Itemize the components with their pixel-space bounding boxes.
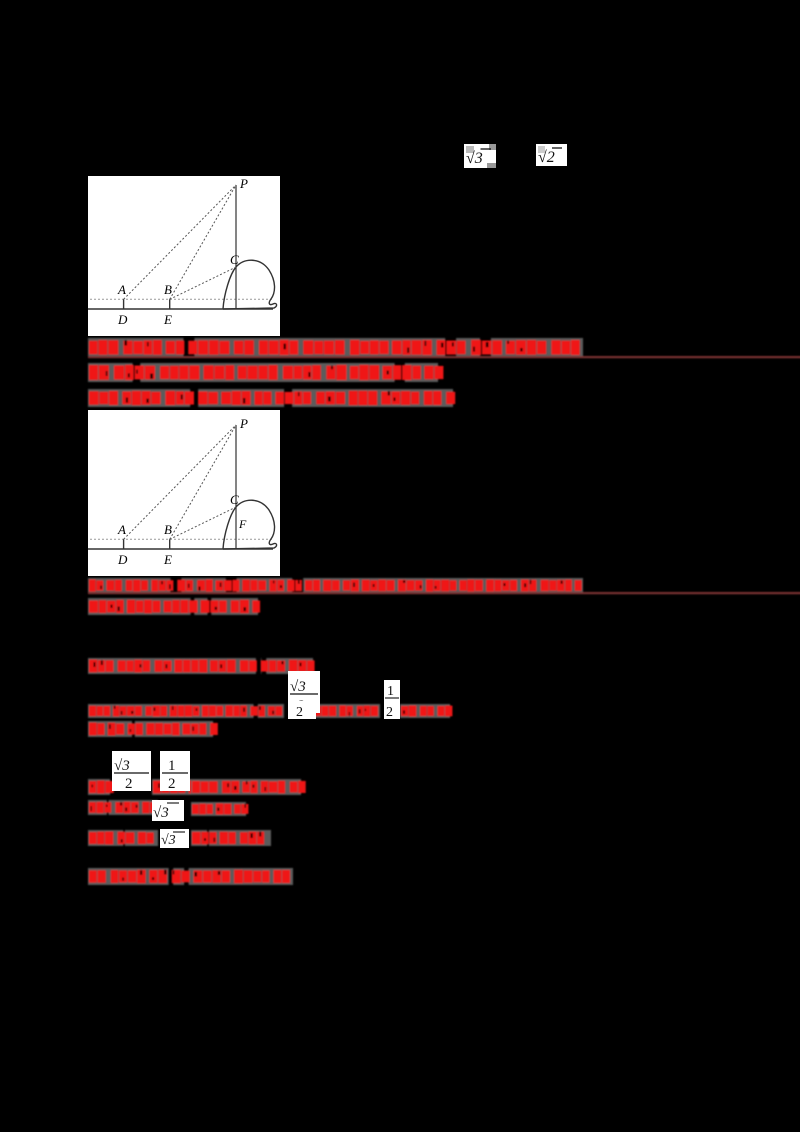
svg-text:2: 2 xyxy=(296,705,303,719)
svg-text:2: 2 xyxy=(168,776,176,791)
svg-text:P: P xyxy=(239,176,248,191)
svg-text:B: B xyxy=(164,282,172,297)
svg-text:1: 1 xyxy=(168,758,176,774)
svg-text:1: 1 xyxy=(387,684,394,699)
svg-text:D: D xyxy=(117,552,128,567)
svg-text:√3: √3 xyxy=(466,150,483,167)
svg-text:P: P xyxy=(239,416,248,431)
svg-text:A: A xyxy=(117,282,126,297)
svg-text:C: C xyxy=(230,252,239,267)
svg-text:D: D xyxy=(117,312,128,327)
svg-text:A: A xyxy=(117,522,126,537)
svg-text:B: B xyxy=(164,522,172,537)
svg-text:√3: √3 xyxy=(290,679,306,695)
svg-text:E: E xyxy=(163,552,172,567)
svg-text:2: 2 xyxy=(125,776,133,791)
svg-text:C: C xyxy=(230,492,239,507)
svg-text:√2: √2 xyxy=(538,149,555,166)
svg-text:√3: √3 xyxy=(114,758,130,774)
svg-text:F: F xyxy=(238,517,247,531)
svg-text:E: E xyxy=(163,312,172,327)
svg-text:2: 2 xyxy=(386,705,393,719)
svg-text:√3: √3 xyxy=(161,833,176,848)
svg-text:√3: √3 xyxy=(153,805,169,821)
